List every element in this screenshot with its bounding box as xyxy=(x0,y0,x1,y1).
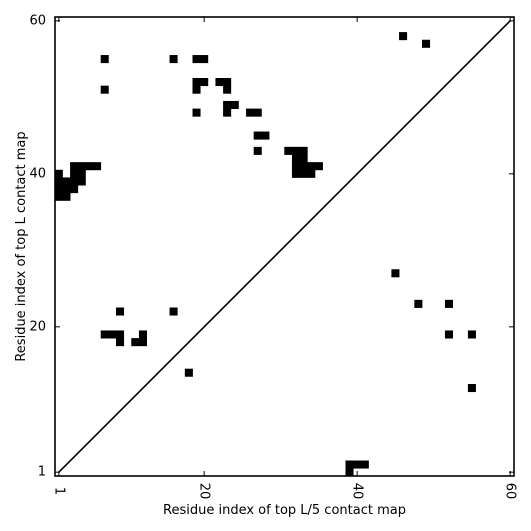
contact-cell xyxy=(192,108,201,117)
contact-cell xyxy=(299,154,308,163)
contact-cell xyxy=(116,307,125,316)
diagonal-line xyxy=(58,20,511,473)
contact-cell xyxy=(422,39,431,48)
contact-cell xyxy=(253,146,262,155)
contact-cell xyxy=(70,177,79,186)
x-tick-label: 20 xyxy=(197,483,212,500)
contact-cell xyxy=(223,78,232,87)
contact-cell xyxy=(108,330,117,339)
contact-cell xyxy=(223,108,232,117)
axis-ticks: 1 20 40 60 1 20 40 60 xyxy=(29,13,517,499)
x-tick-label: 60 xyxy=(503,483,518,500)
contact-cell xyxy=(62,192,71,201)
contact-cell xyxy=(100,55,109,64)
contact-cell xyxy=(299,146,308,155)
contact-cell xyxy=(284,146,293,155)
y-tick-label: 20 xyxy=(29,319,46,334)
contact-cell xyxy=(230,100,239,109)
contact-cell xyxy=(414,299,423,308)
contact-cell xyxy=(62,185,71,194)
contact-cell xyxy=(70,169,79,178)
contact-cell xyxy=(291,154,300,163)
contact-cell xyxy=(70,185,79,194)
x-tick-label: 40 xyxy=(350,483,365,500)
contact-cell xyxy=(291,169,300,178)
contact-cell xyxy=(85,162,94,171)
y-axis-label: Residue index of top L contact map xyxy=(14,131,29,361)
contact-cell xyxy=(261,131,270,140)
contact-cell xyxy=(200,55,209,64)
contact-cell xyxy=(138,330,147,339)
contact-cell xyxy=(116,330,125,339)
contact-cells xyxy=(54,32,476,477)
contact-cell xyxy=(299,169,308,178)
contact-cell xyxy=(467,330,476,339)
x-axis-label: Residue index of top L/5 contact map xyxy=(163,503,406,518)
contact-cell xyxy=(77,162,86,171)
contact-cell xyxy=(54,192,63,201)
plot-frame xyxy=(54,16,515,477)
contact-cell xyxy=(62,177,71,186)
contact-cell xyxy=(100,330,109,339)
y-tick-label: 1 xyxy=(38,465,46,480)
contact-cell xyxy=(291,162,300,171)
contact-cell xyxy=(291,146,300,155)
contact-cell xyxy=(70,162,79,171)
contact-cell xyxy=(93,162,102,171)
contact-cell xyxy=(253,131,262,140)
contact-cell xyxy=(467,384,476,393)
y-tick-label: 40 xyxy=(29,166,46,181)
contact-cell xyxy=(307,162,316,171)
contact-cell xyxy=(399,32,408,41)
contact-cell xyxy=(444,299,453,308)
contact-cell xyxy=(314,162,323,171)
contact-cell xyxy=(169,55,178,64)
contact-cell xyxy=(345,468,354,477)
contact-cell xyxy=(54,185,63,194)
contact-cell xyxy=(116,338,125,347)
contact-cell xyxy=(223,85,232,94)
contact-cell xyxy=(353,460,362,469)
contact-cell xyxy=(299,162,308,171)
contact-cell xyxy=(253,108,262,117)
contact-cell xyxy=(360,460,369,469)
contact-cell xyxy=(77,177,86,186)
contact-cell xyxy=(391,269,400,278)
x-tick-label: 1 xyxy=(51,487,66,495)
contact-cell xyxy=(131,338,140,347)
contact-cell xyxy=(200,78,209,87)
contact-cell xyxy=(246,108,255,117)
contact-cell xyxy=(223,100,232,109)
contact-cell xyxy=(138,338,147,347)
contact-cell xyxy=(192,78,201,87)
contact-cell xyxy=(54,177,63,186)
contact-cell xyxy=(345,460,354,469)
contact-cell xyxy=(169,307,178,316)
contact-cell xyxy=(77,169,86,178)
contact-cell xyxy=(192,55,201,64)
contact-cell xyxy=(192,85,201,94)
contact-cell xyxy=(100,85,109,94)
contact-cell xyxy=(184,368,193,377)
contact-cell xyxy=(215,78,224,87)
y-tick-label: 60 xyxy=(29,13,46,28)
contact-cell xyxy=(444,330,453,339)
contact-cell xyxy=(307,169,316,178)
